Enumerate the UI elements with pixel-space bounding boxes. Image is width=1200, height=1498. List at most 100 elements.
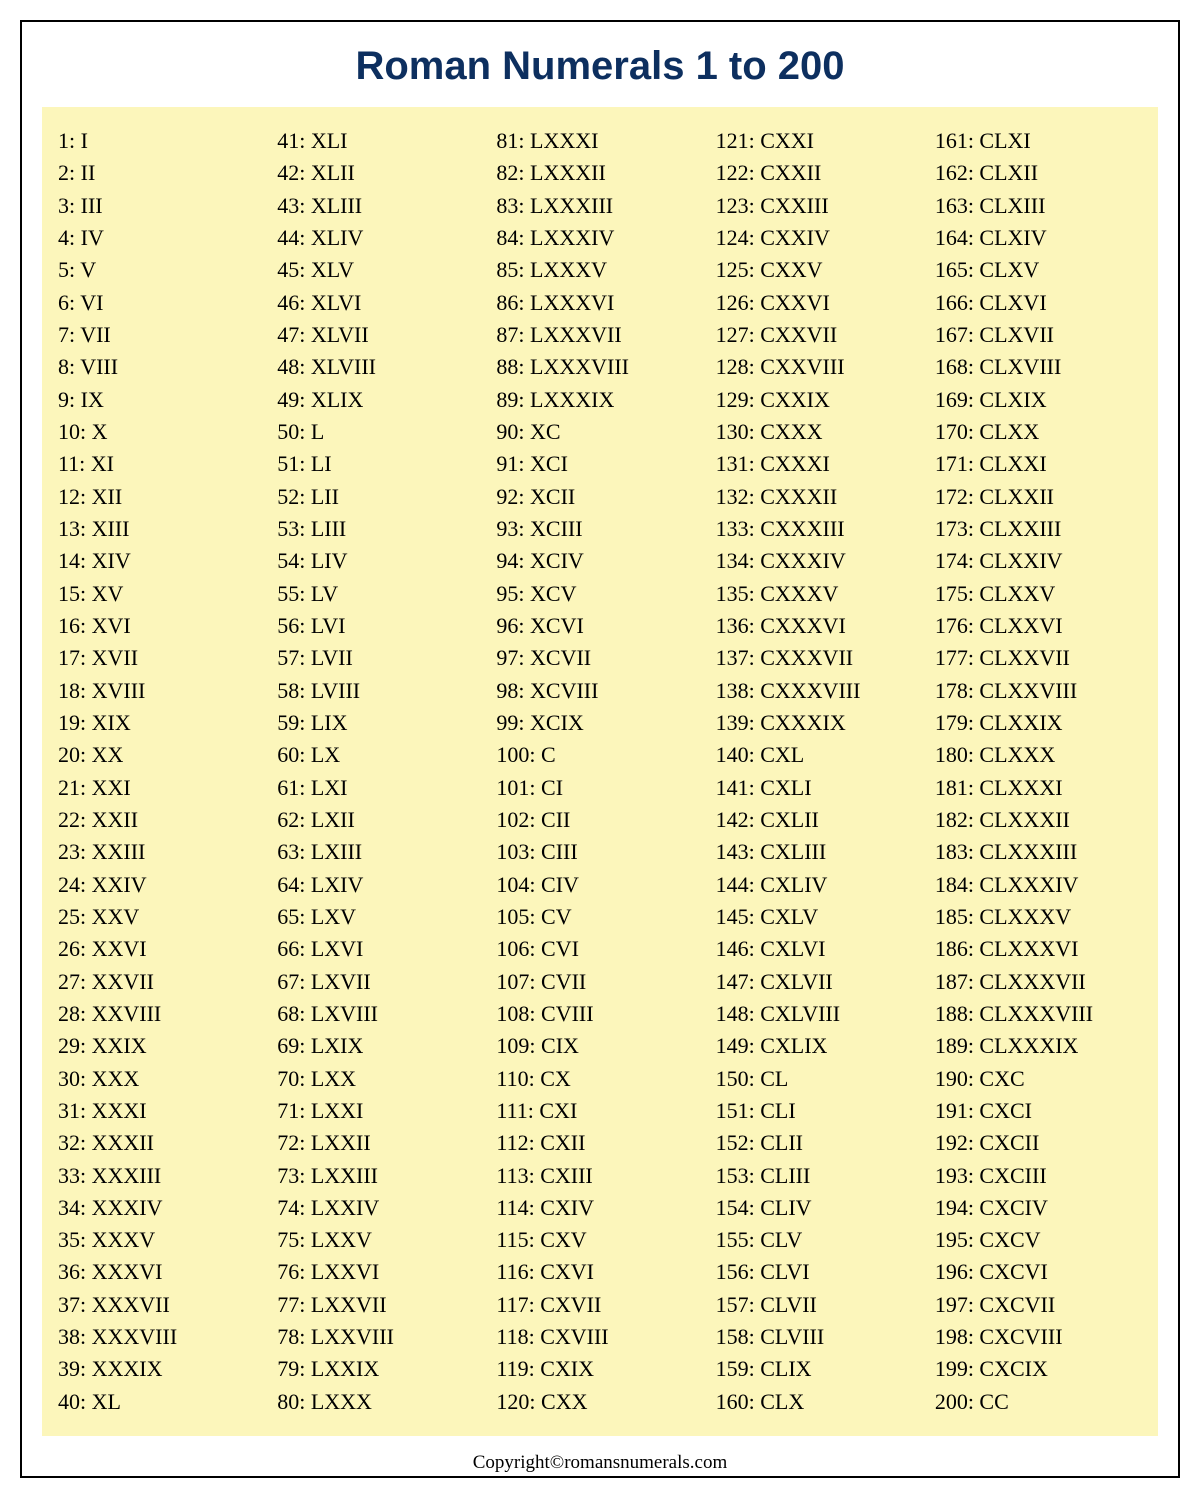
- numeral-entry: 127: CXXVII: [716, 319, 923, 351]
- numeral-entry: 14: XIV: [58, 545, 265, 577]
- numeral-entry: 108: CVIII: [496, 998, 703, 1030]
- numeral-entry: 109: CIX: [496, 1030, 703, 1062]
- numeral-entry: 183: CLXXXIII: [935, 836, 1142, 868]
- numeral-entry: 99: XCIX: [496, 707, 703, 739]
- numeral-entry: 157: CLVII: [716, 1289, 923, 1321]
- numeral-entry: 107: CVII: [496, 966, 703, 998]
- numeral-entry: 10: X: [58, 416, 265, 448]
- column-4: 121: CXXI122: CXXII123: CXXIII124: CXXIV…: [710, 125, 929, 1418]
- numeral-entry: 198: CXCVIII: [935, 1321, 1142, 1353]
- numeral-entry: 179: CLXXIX: [935, 707, 1142, 739]
- numeral-entry: 3: III: [58, 190, 265, 222]
- numeral-entry: 95: XCV: [496, 578, 703, 610]
- numeral-entry: 196: CXCVI: [935, 1256, 1142, 1288]
- numeral-entry: 85: LXXXV: [496, 254, 703, 286]
- numeral-entry: 137: CXXXVII: [716, 642, 923, 674]
- numeral-entry: 76: LXXVI: [277, 1256, 484, 1288]
- numeral-entry: 81: LXXXI: [496, 125, 703, 157]
- numeral-entry: 90: XC: [496, 416, 703, 448]
- numeral-entry: 147: CXLVII: [716, 966, 923, 998]
- numeral-entry: 18: XVIII: [58, 675, 265, 707]
- numeral-entry: 70: LXX: [277, 1063, 484, 1095]
- numeral-entry: 156: CLVI: [716, 1256, 923, 1288]
- numeral-entry: 60: LX: [277, 739, 484, 771]
- numeral-entry: 148: CXLVIII: [716, 998, 923, 1030]
- numeral-entry: 83: LXXXIII: [496, 190, 703, 222]
- numeral-entry: 30: XXX: [58, 1063, 265, 1095]
- numeral-entry: 168: CLXVIII: [935, 351, 1142, 383]
- page-title: Roman Numerals 1 to 200: [22, 22, 1178, 107]
- numeral-entry: 87: LXXXVII: [496, 319, 703, 351]
- numeral-entry: 27: XXVII: [58, 966, 265, 998]
- numeral-entry: 197: CXCVII: [935, 1289, 1142, 1321]
- numeral-entry: 22: XXII: [58, 804, 265, 836]
- numeral-entry: 84: LXXXIV: [496, 222, 703, 254]
- numeral-entry: 29: XXIX: [58, 1030, 265, 1062]
- numeral-entry: 164: CLXIV: [935, 222, 1142, 254]
- numeral-entry: 6: VI: [58, 287, 265, 319]
- numeral-entry: 121: CXXI: [716, 125, 923, 157]
- numeral-entry: 72: LXXII: [277, 1127, 484, 1159]
- numeral-entry: 54: LIV: [277, 545, 484, 577]
- numeral-entry: 45: XLV: [277, 254, 484, 286]
- numeral-entry: 46: XLVI: [277, 287, 484, 319]
- numeral-entry: 131: CXXXI: [716, 448, 923, 480]
- numeral-entry: 75: LXXV: [277, 1224, 484, 1256]
- numeral-entry: 15: XV: [58, 578, 265, 610]
- page-frame: Roman Numerals 1 to 200 1: I2: II3: III 4…: [20, 20, 1180, 1478]
- numeral-entry: 181: CLXXXI: [935, 772, 1142, 804]
- numeral-entry: 122: CXXII: [716, 157, 923, 189]
- numeral-entry: 172: CLXXII: [935, 481, 1142, 513]
- numeral-entry: 19: XIX: [58, 707, 265, 739]
- numeral-entry: 67: LXVII: [277, 966, 484, 998]
- numeral-entry: 28: XXVIII: [58, 998, 265, 1030]
- numeral-entry: 71: LXXI: [277, 1095, 484, 1127]
- numeral-entry: 170: CLXX: [935, 416, 1142, 448]
- numeral-entry: 142: CXLII: [716, 804, 923, 836]
- numeral-entry: 118: CXVIII: [496, 1321, 703, 1353]
- numeral-entry: 116: CXVI: [496, 1256, 703, 1288]
- numeral-entry: 49: XLIX: [277, 384, 484, 416]
- numeral-entry: 50: L: [277, 416, 484, 448]
- numeral-entry: 125: CXXV: [716, 254, 923, 286]
- numeral-entry: 16: XVI: [58, 610, 265, 642]
- numeral-entry: 59: LIX: [277, 707, 484, 739]
- numeral-entry: 101: CI: [496, 772, 703, 804]
- numeral-entry: 92: XCII: [496, 481, 703, 513]
- numeral-entry: 89: LXXXIX: [496, 384, 703, 416]
- numeral-entry: 149: CXLIX: [716, 1030, 923, 1062]
- numeral-entry: 184: CLXXXIV: [935, 869, 1142, 901]
- numeral-entry: 1: I: [58, 125, 265, 157]
- numeral-entry: 186: CLXXXVI: [935, 933, 1142, 965]
- numeral-entry: 176: CLXXVI: [935, 610, 1142, 642]
- numeral-entry: 39: XXXIX: [58, 1353, 265, 1385]
- numeral-entry: 44: XLIV: [277, 222, 484, 254]
- numeral-entry: 159: CLIX: [716, 1353, 923, 1385]
- numeral-entry: 124: CXXIV: [716, 222, 923, 254]
- numeral-entry: 105: CV: [496, 901, 703, 933]
- numeral-entry: 177: CLXXVII: [935, 642, 1142, 674]
- numeral-entry: 175: CLXXV: [935, 578, 1142, 610]
- numeral-entry: 130: CXXX: [716, 416, 923, 448]
- numeral-entry: 144: CXLIV: [716, 869, 923, 901]
- numeral-entry: 111: CXI: [496, 1095, 703, 1127]
- numeral-entry: 47: XLVII: [277, 319, 484, 351]
- numeral-entry: 151: CLI: [716, 1095, 923, 1127]
- numeral-entry: 40: XL: [58, 1386, 265, 1418]
- numeral-entry: 36: XXXVI: [58, 1256, 265, 1288]
- numeral-entry: 163: CLXIII: [935, 190, 1142, 222]
- numeral-entry: 182: CLXXXII: [935, 804, 1142, 836]
- numeral-entry: 17: XVII: [58, 642, 265, 674]
- numeral-entry: 153: CLIII: [716, 1160, 923, 1192]
- numeral-entry: 82: LXXXII: [496, 157, 703, 189]
- numeral-entry: 25: XXV: [58, 901, 265, 933]
- numeral-entry: 145: CXLV: [716, 901, 923, 933]
- numeral-entry: 166: CLXVI: [935, 287, 1142, 319]
- numeral-entry: 2: II: [58, 157, 265, 189]
- numeral-entry: 53: LIII: [277, 513, 484, 545]
- numeral-entry: 68: LXVIII: [277, 998, 484, 1030]
- numeral-entry: 26: XXVI: [58, 933, 265, 965]
- numeral-entry: 32: XXXII: [58, 1127, 265, 1159]
- numeral-entry: 191: CXCI: [935, 1095, 1142, 1127]
- numeral-entry: 150: CL: [716, 1063, 923, 1095]
